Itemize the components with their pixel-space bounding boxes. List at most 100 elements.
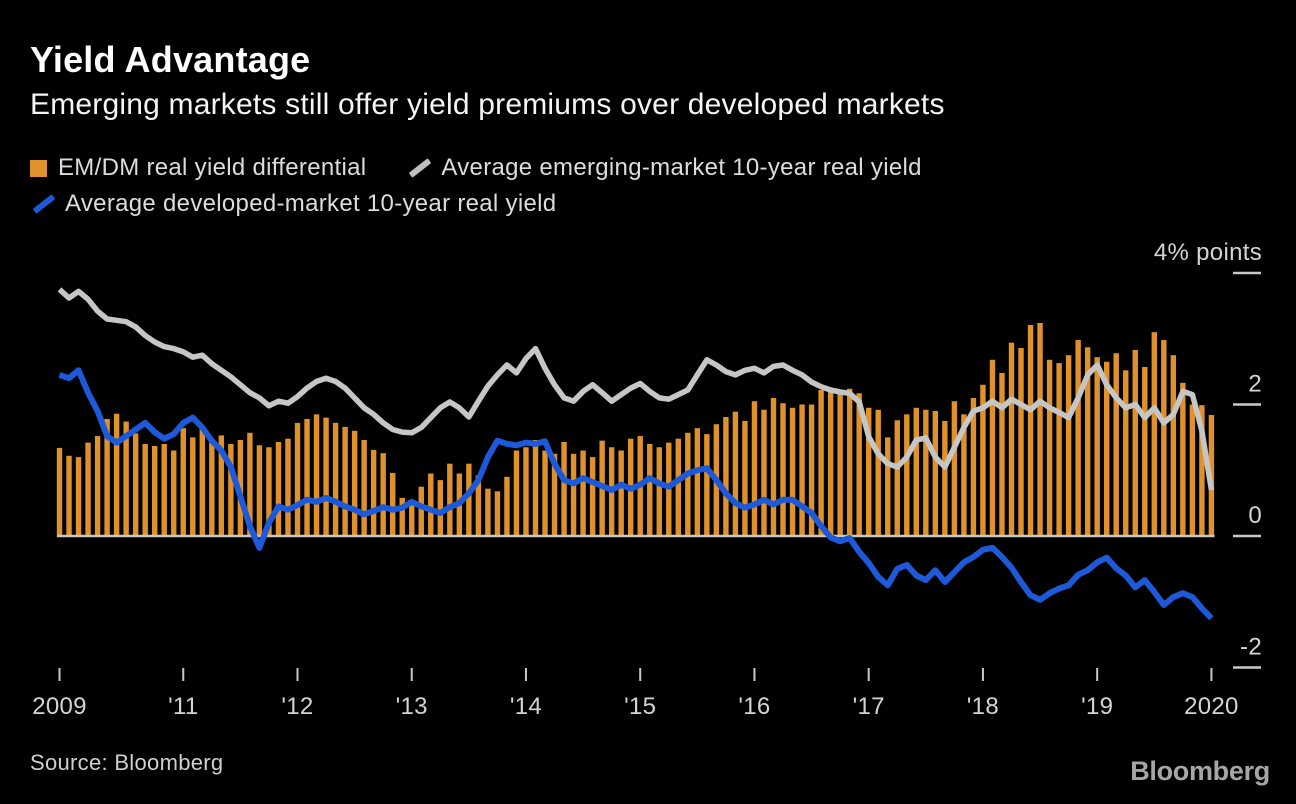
bar xyxy=(808,404,815,537)
bar xyxy=(1189,404,1196,537)
bar xyxy=(732,411,739,537)
bar xyxy=(361,440,367,537)
dm-yield-line xyxy=(58,367,1214,621)
bar xyxy=(247,432,253,537)
bar xyxy=(180,428,186,537)
bar xyxy=(228,443,234,537)
bar xyxy=(75,457,82,537)
bar xyxy=(1056,363,1062,537)
x-tick-label: '16 xyxy=(738,693,770,720)
bar xyxy=(1113,353,1119,537)
bar xyxy=(447,463,453,537)
bar xyxy=(370,449,377,537)
bar xyxy=(827,388,834,537)
bar xyxy=(285,438,291,537)
bar xyxy=(142,443,148,537)
page-title: Yield Advantage xyxy=(30,39,311,80)
legend-label: EM/DM real yield differential xyxy=(58,154,367,181)
bar xyxy=(1084,347,1091,537)
bar xyxy=(685,432,691,537)
bar xyxy=(1046,359,1053,537)
bar xyxy=(1027,324,1034,537)
bar xyxy=(1170,355,1177,537)
bar xyxy=(152,445,158,537)
bar xyxy=(980,384,986,537)
bar xyxy=(428,473,434,537)
bar xyxy=(894,420,900,537)
bar xyxy=(532,440,539,537)
bar xyxy=(1151,332,1157,537)
x-tick-label: '14 xyxy=(510,693,542,720)
bar xyxy=(761,409,767,537)
bar xyxy=(1094,357,1100,537)
bar xyxy=(56,447,63,537)
bar xyxy=(999,372,1005,537)
bar xyxy=(989,359,996,537)
bar xyxy=(570,453,577,537)
bar xyxy=(799,404,805,537)
bar xyxy=(885,437,891,538)
bar xyxy=(1008,342,1015,537)
bar xyxy=(104,418,110,537)
x-tick-label: '11 xyxy=(168,693,198,720)
y-tick-label: 0 xyxy=(1248,502,1262,529)
bar xyxy=(1199,405,1205,537)
bar xyxy=(513,450,520,537)
bloomberg-logo: Bloomberg xyxy=(1130,756,1270,786)
bar xyxy=(313,414,320,537)
bar xyxy=(770,397,777,537)
em-yield-line xyxy=(57,287,1215,491)
bar xyxy=(209,441,215,537)
bar xyxy=(647,443,653,537)
x-tick-label: '17 xyxy=(853,693,885,720)
bar xyxy=(846,388,853,537)
bar xyxy=(190,437,196,538)
legend-row-2: Average developed-market 10-year real yi… xyxy=(30,186,1270,222)
bar xyxy=(1018,347,1024,537)
bar xyxy=(970,397,977,537)
bar xyxy=(589,457,596,537)
bar xyxy=(1123,370,1129,537)
bar xyxy=(618,450,624,537)
bar xyxy=(904,414,910,537)
bar xyxy=(437,480,443,537)
bar xyxy=(266,447,272,537)
legend-item-em-yield: Average emerging-market 10-year real yie… xyxy=(406,154,921,182)
y-tick-label: 4% points xyxy=(1154,239,1262,266)
legend-label: Average emerging-market 10-year real yie… xyxy=(441,154,922,181)
bar xyxy=(656,447,662,537)
bar xyxy=(551,453,558,537)
bar xyxy=(94,436,101,537)
bar xyxy=(523,447,529,537)
bar xyxy=(951,401,958,537)
x-tick-label: 2009 xyxy=(32,693,87,720)
bar xyxy=(818,390,824,537)
legend-row-1: EM/DM real yield differential Average em… xyxy=(30,150,1270,186)
bar xyxy=(675,438,681,537)
bar xyxy=(913,407,919,537)
bar xyxy=(66,455,72,537)
bar xyxy=(723,416,729,537)
bar xyxy=(961,414,967,537)
bar xyxy=(1142,367,1148,537)
bar xyxy=(1075,340,1081,537)
bar xyxy=(780,403,786,537)
bar xyxy=(418,486,424,537)
bar xyxy=(409,503,415,538)
bar xyxy=(475,475,482,537)
bar xyxy=(332,422,339,537)
bar xyxy=(123,421,129,537)
bar xyxy=(113,413,120,537)
bar xyxy=(380,453,386,537)
bar xyxy=(1104,361,1110,537)
bar xyxy=(85,442,91,537)
bar xyxy=(694,428,701,537)
bar xyxy=(342,426,348,537)
x-tick-label: '19 xyxy=(1081,693,1113,720)
y-tick-label: 2 xyxy=(1248,371,1262,398)
legend-label: Average developed-market 10-year real yi… xyxy=(65,190,557,217)
bar xyxy=(561,441,567,537)
bar xyxy=(856,393,862,537)
